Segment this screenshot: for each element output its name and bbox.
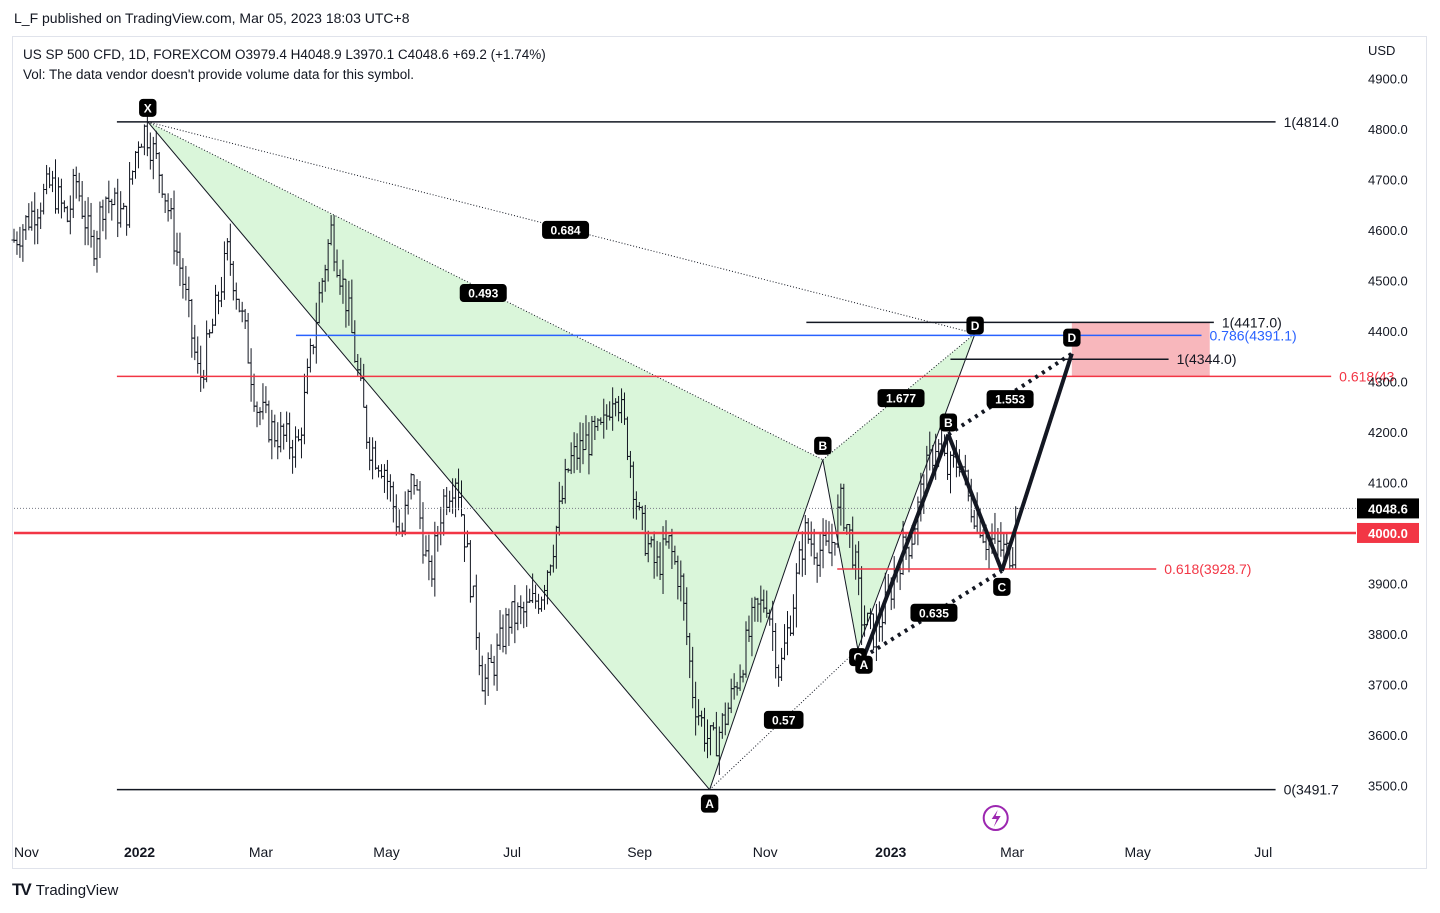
ratio-label-bg[interactable] <box>877 389 925 408</box>
pattern-point-d-bg[interactable] <box>966 316 984 335</box>
leg-xa[interactable] <box>147 121 711 791</box>
axis-currency-label: USD <box>1368 43 1395 58</box>
price-tag-4000-bg[interactable] <box>1357 522 1419 543</box>
fib-618-short-label: 0.618(3928.7) <box>1164 561 1251 577</box>
y-tick-label: 4400.0 <box>1368 324 1408 339</box>
abcd-point-c[interactable]: C <box>998 580 1007 594</box>
price-tag-last-bg[interactable] <box>1357 498 1419 519</box>
pattern-point-b[interactable]: B <box>818 439 827 453</box>
fib-618-long-label: 0.618(43 <box>1339 368 1394 384</box>
abcd-point-c-bg[interactable] <box>993 577 1011 596</box>
x-tick-label: Jul <box>503 844 521 860</box>
ratio-label[interactable]: 0.684 <box>551 223 581 237</box>
ratio-label[interactable]: 0.635 <box>919 606 949 620</box>
x-tick-label: May <box>1124 844 1150 860</box>
pattern-point-a[interactable]: A <box>705 797 714 811</box>
y-tick-label: 4500.0 <box>1368 273 1408 288</box>
y-tick-label: 3700.0 <box>1368 677 1408 692</box>
footer-brand-text: TradingView <box>35 881 119 899</box>
abcd-leg-cd[interactable] <box>999 353 1074 572</box>
pattern-point-x-bg[interactable] <box>139 98 157 117</box>
x-tick-label: Nov <box>753 844 778 860</box>
legend-ohlc[interactable]: US SP 500 CFD, 1D, FOREXCOM O3979.4 H404… <box>23 47 546 62</box>
x-tick-label: 2023 <box>875 844 906 860</box>
x-tick-label: Nov <box>14 844 39 860</box>
abcd-ratio-label[interactable]: 1.553 <box>995 393 1025 407</box>
y-tick-label: 4200.0 <box>1368 425 1408 440</box>
ratio-label[interactable]: 1.677 <box>886 392 916 406</box>
x-tick-label: Mar <box>249 844 273 860</box>
ratio-label-bg[interactable] <box>910 603 958 622</box>
pattern-point-x[interactable]: X <box>144 101 152 115</box>
leg-ab[interactable] <box>709 459 824 790</box>
pattern-point-b-bg[interactable] <box>814 436 832 455</box>
published-header: L_F published on TradingView.com, Mar 05… <box>14 10 410 26</box>
y-tick-label: 4600.0 <box>1368 223 1408 238</box>
abcd-ratio-label-bg[interactable] <box>986 390 1034 409</box>
fib-786-label: 0.786(4391.1) <box>1210 327 1297 343</box>
ratio-label-bg[interactable] <box>459 284 507 303</box>
chart-frame <box>12 36 1427 869</box>
ratio-label-bg[interactable] <box>542 220 590 239</box>
x-tick-label: May <box>373 844 399 860</box>
symbol-legend: US SP 500 CFD, 1D, FOREXCOM O3979.4 H404… <box>23 45 546 85</box>
y-tick-label: 4700.0 <box>1368 172 1408 187</box>
tradingview-logo-icon: TV <box>12 880 32 899</box>
pattern-point-d[interactable]: D <box>971 319 980 333</box>
y-tick-label: 3900.0 <box>1368 576 1408 591</box>
y-tick-label: 3600.0 <box>1368 728 1408 743</box>
ratio-label-bg[interactable] <box>763 710 804 729</box>
fib-1-4344-label: 1(4344.0) <box>1177 351 1237 367</box>
y-tick-label: 3500.0 <box>1368 778 1408 793</box>
price-tag-last[interactable]: 4048.6 <box>1368 501 1408 516</box>
y-tick-label: 4800.0 <box>1368 122 1408 137</box>
abcd-point-d-bg[interactable] <box>1063 328 1081 347</box>
abcd-leg-bc[interactable] <box>946 433 1004 572</box>
abcd-point-b-bg[interactable] <box>939 413 958 432</box>
abcd-point-a-bg[interactable] <box>855 655 873 674</box>
footer-branding[interactable]: TV TradingView <box>12 880 118 900</box>
y-tick-label: 4100.0 <box>1368 475 1408 490</box>
x-tick-label: 2022 <box>124 844 155 860</box>
x-tick-label: Jul <box>1254 844 1272 860</box>
lightning-icon <box>991 810 1001 827</box>
top-level-label: 1(4814.0 <box>1284 114 1339 130</box>
legend-volume-note: Vol: The data vendor doesn't provide vol… <box>23 67 415 82</box>
price-tag-4000[interactable]: 4000.0 <box>1368 526 1408 541</box>
abcd-leg-ab[interactable] <box>862 433 951 658</box>
x-tick-label: Sep <box>627 844 652 860</box>
x-tick-label: Mar <box>1000 844 1024 860</box>
pattern-point-a-bg[interactable] <box>700 794 719 813</box>
y-tick-label: 4300.0 <box>1368 374 1408 389</box>
xab-triangle-fill <box>147 121 823 790</box>
leg-bc[interactable] <box>822 459 859 650</box>
abcd-point-b[interactable]: B <box>944 416 953 430</box>
ratio-label[interactable]: 0.493 <box>468 287 498 301</box>
leg-cd[interactable] <box>857 333 976 650</box>
y-tick-label: 4900.0 <box>1368 71 1408 86</box>
ratio-label[interactable]: 0.57 <box>772 713 796 727</box>
fib-1-4417-label: 1(4417.0) <box>1222 314 1282 330</box>
prz-zone[interactable] <box>1071 322 1210 377</box>
abcd-point-a[interactable]: A <box>860 658 869 672</box>
bottom-level-label: 0(3491.7 <box>1284 782 1339 798</box>
bcd-triangle-fill <box>822 333 976 650</box>
abcd-point-d[interactable]: D <box>1068 331 1077 345</box>
y-tick-label: 3800.0 <box>1368 627 1408 642</box>
